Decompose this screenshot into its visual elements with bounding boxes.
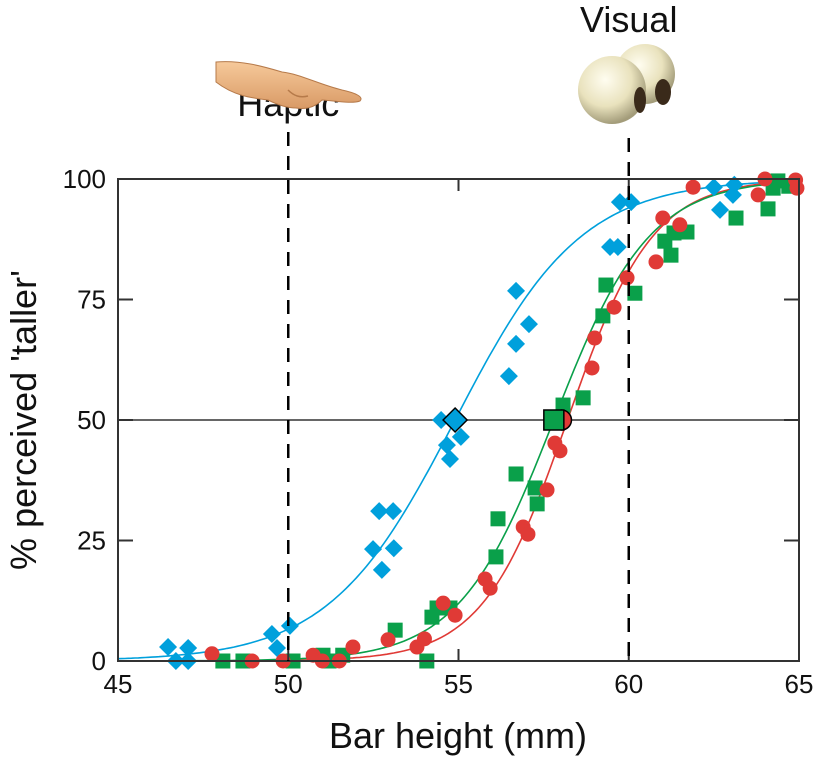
bimodal-data-point	[529, 496, 545, 512]
x-tick-label: 60	[614, 669, 643, 699]
haptic-data-point	[280, 616, 299, 635]
y-tick-label: 0	[92, 646, 106, 676]
visual-data-point	[619, 270, 635, 286]
bimodal-data-point	[760, 201, 776, 217]
eyeballs-icon	[578, 44, 675, 124]
visual-data-point	[789, 180, 805, 196]
y-tick-label: 25	[77, 526, 106, 556]
haptic-data-point	[268, 638, 287, 657]
visual-data-point	[655, 210, 671, 226]
bimodal-data-point	[527, 480, 543, 496]
haptic-data-point	[704, 178, 723, 197]
pointing-hand-icon	[215, 61, 362, 109]
haptic-data-point	[507, 281, 526, 300]
bimodal-data-point	[575, 390, 591, 406]
visual-data-point	[648, 254, 664, 270]
bimodal-data-point	[663, 247, 679, 263]
visual-data-point	[380, 632, 396, 648]
visual-data-point	[447, 607, 463, 623]
haptic-data-point	[711, 200, 730, 219]
haptic-data-point	[451, 427, 470, 446]
haptic-data-point	[179, 638, 198, 657]
haptic-data-point	[372, 560, 391, 579]
y-tick-label: 50	[77, 405, 106, 435]
haptic-data-point	[507, 334, 526, 353]
bimodal-pse-marker	[543, 409, 565, 431]
haptic-data-point	[608, 237, 627, 256]
visual-data-point	[416, 631, 432, 647]
x-tick-label: 50	[274, 669, 303, 699]
y-tick-label: 75	[77, 285, 106, 315]
haptic-data-point	[440, 450, 459, 469]
haptic-data-point	[384, 502, 403, 521]
haptic-data-point	[364, 540, 383, 559]
haptic-data-point	[610, 193, 629, 212]
haptic-data-point	[432, 411, 451, 429]
visual-data-point	[606, 299, 622, 315]
visual-data-point	[539, 482, 555, 498]
bimodal-data-point	[627, 285, 643, 301]
visual-data-point	[520, 526, 536, 542]
visual-data-point	[587, 330, 603, 346]
bimodal-data-point	[598, 277, 614, 293]
haptic-data-point	[499, 367, 518, 386]
bimodal-data-point	[508, 466, 524, 482]
haptic-data-point	[622, 193, 641, 212]
visual-data-point	[552, 443, 568, 459]
visual-data-point	[345, 639, 361, 655]
visual-data-point	[750, 187, 766, 203]
visual-data-point	[672, 217, 688, 233]
haptic-data-point	[519, 315, 538, 334]
visual-data-point	[685, 179, 701, 195]
visual-data-point	[204, 646, 220, 662]
bimodal-data-point	[555, 397, 571, 413]
haptic-data-point	[159, 638, 178, 657]
x-axis-label: Bar height (mm)	[329, 715, 587, 756]
haptic-data-point	[437, 436, 456, 455]
haptic-data-point	[262, 625, 281, 644]
visual-data-point	[482, 580, 498, 596]
haptic-data-point	[370, 502, 389, 521]
visual-data-point	[584, 360, 600, 376]
x-tick-label: 45	[104, 669, 133, 699]
annotation-label-visual: Visual	[580, 0, 677, 40]
bimodal-data-point	[595, 308, 611, 324]
x-tick-label: 55	[444, 669, 473, 699]
y-axis-label: % perceived 'taller'	[3, 270, 44, 570]
bimodal-data-point	[728, 210, 744, 226]
visual-data-point	[435, 595, 451, 611]
bimodal-data-point	[488, 549, 504, 565]
y-tick-label: 100	[63, 164, 106, 194]
haptic-pse-marker	[442, 406, 469, 434]
haptic-data-point	[384, 539, 403, 558]
bimodal-data-point	[490, 511, 506, 527]
haptic-data-point	[725, 175, 744, 194]
x-tick-label: 65	[785, 669, 814, 699]
